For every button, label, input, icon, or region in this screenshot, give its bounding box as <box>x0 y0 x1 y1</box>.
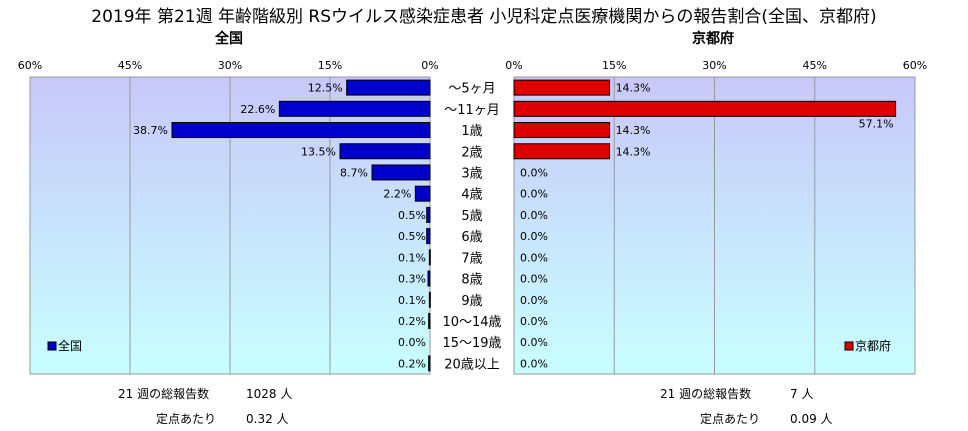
national-data-label: 38.7% <box>133 124 168 137</box>
kyoto-data-label: 0.0% <box>520 251 548 264</box>
category-label: 9歳 <box>461 294 482 309</box>
kyoto-bar <box>513 79 611 96</box>
kyoto-data-label: 0.0% <box>520 273 548 286</box>
national-bar <box>278 100 431 117</box>
national-data-label: 0.1% <box>398 251 426 264</box>
kyoto-data-label: 14.3% <box>616 124 651 137</box>
national-data-label: 13.5% <box>301 145 336 158</box>
kyoto-bar <box>513 122 611 139</box>
category-label: ～11ヶ月 <box>444 103 500 118</box>
national-tick-label: 45% <box>118 59 142 72</box>
national-bar <box>428 291 431 308</box>
kyoto-bar <box>513 100 897 117</box>
national-legend-label: 全国 <box>58 338 82 353</box>
kyoto-data-label: 57.1% <box>859 117 894 130</box>
national-data-label: 0.5% <box>398 209 426 222</box>
kyoto-data-label: 0.0% <box>520 188 548 201</box>
kyoto-tick-label: 60% <box>903 59 927 72</box>
kyoto-tick-label: 0% <box>505 59 522 72</box>
category-label: 7歳 <box>461 251 482 266</box>
national-per-label: 定点あたり <box>156 412 217 426</box>
kyoto-per-label: 定点あたり <box>700 412 761 426</box>
category-label: 20歳以上 <box>444 357 500 372</box>
national-bar <box>426 228 431 245</box>
national-bar <box>371 164 431 181</box>
national-bar <box>171 122 431 139</box>
kyoto-panel-title: 京都府 <box>692 31 734 47</box>
kyoto-data-label: 0.0% <box>520 209 548 222</box>
category-label: 4歳 <box>461 188 482 203</box>
national-tick-label: 15% <box>318 59 342 72</box>
kyoto-total-value: 7 人 <box>790 387 814 401</box>
national-total-value: 1028 人 <box>246 387 293 401</box>
kyoto-total-label: 21 週の総報告数 <box>660 387 752 401</box>
kyoto-legend-swatch <box>844 341 854 351</box>
kyoto-tick-label: 30% <box>702 59 726 72</box>
national-data-label: 8.7% <box>340 166 368 179</box>
national-bar <box>428 355 431 372</box>
national-bar <box>414 185 431 202</box>
category-label: 5歳 <box>461 209 482 224</box>
page-title: 2019年 第21週 年齢階級別 RSウイルス感染症患者 小児科定点医療機関から… <box>91 7 877 27</box>
national-bar <box>346 79 431 96</box>
category-label: 3歳 <box>461 166 482 181</box>
national-bar <box>427 270 431 287</box>
kyoto-bar <box>513 143 611 160</box>
national-bar <box>426 206 431 223</box>
national-data-label: 0.1% <box>398 294 426 307</box>
national-panel-title: 全国 <box>215 31 243 47</box>
category-label: 10～14歳 <box>442 315 501 330</box>
kyoto-tick-label: 45% <box>803 59 827 72</box>
national-tick-label: 60% <box>18 59 42 72</box>
category-label: 6歳 <box>461 230 482 245</box>
kyoto-data-label: 0.0% <box>520 315 548 328</box>
kyoto-tick-label: 15% <box>602 59 626 72</box>
kyoto-data-label: 0.0% <box>520 230 548 243</box>
kyoto-data-label: 14.3% <box>616 145 651 158</box>
kyoto-data-label: 0.0% <box>520 294 548 307</box>
kyoto-data-label: 0.0% <box>520 336 548 349</box>
category-label: 2歳 <box>461 145 482 160</box>
national-bar <box>339 143 431 160</box>
national-bar <box>428 312 431 329</box>
category-label: 15～19歳 <box>442 336 501 351</box>
national-data-label: 0.0% <box>398 336 426 349</box>
national-tick-label: 30% <box>218 59 242 72</box>
national-data-label: 2.2% <box>383 188 411 201</box>
national-per-value: 0.32 人 <box>246 412 289 426</box>
kyoto-per-value: 0.09 人 <box>790 412 833 426</box>
national-data-label: 0.5% <box>398 230 426 243</box>
national-data-label: 0.2% <box>398 357 426 370</box>
national-data-label: 12.5% <box>308 82 343 95</box>
kyoto-data-label: 0.0% <box>520 166 548 179</box>
national-legend-swatch <box>47 341 57 351</box>
national-bar <box>428 249 431 266</box>
national-data-label: 0.3% <box>398 273 426 286</box>
national-tick-label: 0% <box>421 59 438 72</box>
kyoto-legend-label: 京都府 <box>855 338 891 353</box>
kyoto-data-label: 0.0% <box>520 357 548 370</box>
national-data-label: 22.6% <box>240 103 275 116</box>
category-label: 8歳 <box>461 273 482 288</box>
category-label: ～5ヶ月 <box>448 82 495 97</box>
category-label: 1歳 <box>461 124 482 139</box>
national-data-label: 0.2% <box>398 315 426 328</box>
kyoto-data-label: 14.3% <box>616 82 651 95</box>
national-total-label: 21 週の総報告数 <box>118 387 210 401</box>
